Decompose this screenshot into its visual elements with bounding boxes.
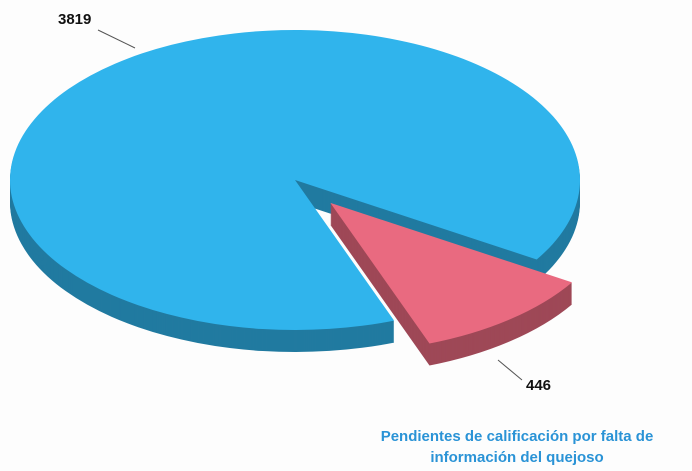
slice [330,202,573,344]
data-label: 3819 [58,11,91,28]
data-label: 446 [526,377,551,394]
legend-caption: Pendientes de calificación por falta de … [380,428,654,466]
slice [10,30,581,330]
leader-line [97,29,136,49]
leader-line [497,359,523,381]
